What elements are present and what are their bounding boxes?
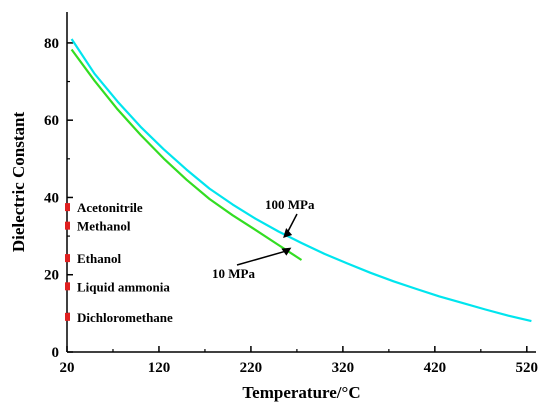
- solvent-marker: [65, 203, 70, 212]
- x-tick-label: 420: [424, 360, 447, 376]
- annotation-100mpa: 100 MPa: [265, 197, 315, 212]
- x-tick-label: 220: [240, 360, 263, 376]
- solvent-label: Methanol: [77, 219, 131, 234]
- x-tick-label: 120: [148, 360, 171, 376]
- series-line-100-mpa: [70, 38, 532, 323]
- series-layer: [70, 38, 532, 323]
- solvent-marker: [65, 282, 70, 291]
- x-tick-label: 520: [516, 360, 539, 376]
- solvent-layer: Acetonitrile Methanol Ethanol Liquid ammoni…: [65, 200, 173, 325]
- y-tick-label: 0: [52, 345, 60, 361]
- annotation-layer: 100 MPa 10 MPa: [212, 197, 315, 281]
- solvent-label: Acetonitrile: [77, 200, 143, 215]
- annotation-arrowhead-10mpa: [281, 247, 292, 256]
- x-axis-title: Temperature/°C: [242, 383, 360, 402]
- x-tick-label: 320: [332, 360, 355, 376]
- solvent-label: Ethanol: [77, 251, 121, 266]
- annotation-10mpa: 10 MPa: [212, 266, 255, 281]
- annotation-arrowhead-100mpa: [283, 228, 293, 239]
- y-tick-label: 80: [44, 36, 59, 52]
- y-tick-label: 40: [44, 190, 59, 206]
- y-tick-label: 60: [44, 113, 59, 129]
- y-axis-title: Dielectric Constant: [9, 112, 28, 253]
- solvent-label: Liquid ammonia: [77, 279, 170, 294]
- solvent-marker: [65, 312, 70, 321]
- series-line-10-mpa: [70, 48, 303, 261]
- y-tick-label: 20: [44, 268, 59, 284]
- solvent-label: Dichloromethane: [77, 310, 173, 325]
- annotation-arrow-10mpa: [236, 249, 288, 266]
- solvent-marker: [65, 221, 70, 230]
- solvent-marker: [65, 254, 70, 263]
- x-tick-label: 20: [60, 360, 75, 376]
